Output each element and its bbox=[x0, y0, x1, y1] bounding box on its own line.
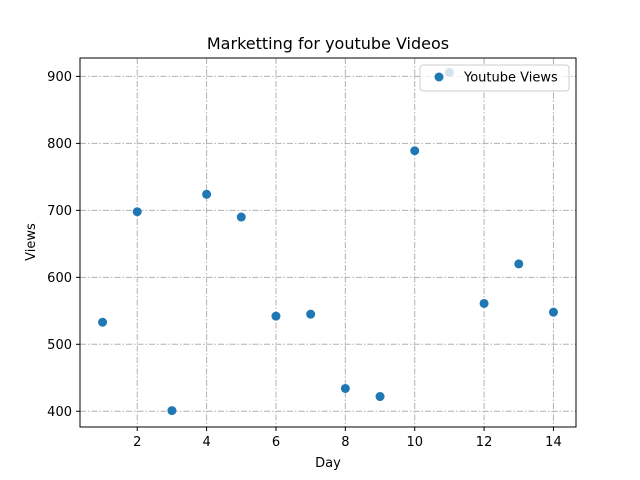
axis-ticks: 2 4 6 8 10 12 14 400 500 600 700 800 900 bbox=[47, 70, 562, 450]
data-point bbox=[548, 307, 558, 317]
y-tick-label: 800 bbox=[47, 137, 72, 152]
y-axis-label: Views bbox=[24, 223, 39, 261]
data-point bbox=[167, 406, 177, 416]
y-tick-label: 900 bbox=[47, 70, 72, 85]
x-tick-label: 14 bbox=[545, 435, 562, 450]
data-point bbox=[98, 317, 108, 327]
y-tick-label: 700 bbox=[47, 204, 72, 219]
data-point bbox=[202, 189, 212, 199]
data-point bbox=[410, 146, 420, 156]
data-point bbox=[236, 212, 246, 222]
plot-frame bbox=[79, 57, 577, 428]
data-point bbox=[132, 207, 142, 217]
x-tick-label: 2 bbox=[133, 435, 141, 450]
data-point bbox=[479, 298, 489, 308]
data-points bbox=[98, 67, 558, 416]
data-point bbox=[514, 259, 524, 269]
x-tick-label: 10 bbox=[406, 435, 423, 450]
data-point bbox=[340, 383, 350, 393]
y-tick-label: 400 bbox=[47, 405, 72, 420]
x-tick-label: 6 bbox=[272, 435, 280, 450]
legend: Youtube Views bbox=[419, 64, 570, 92]
legend-label: Youtube Views bbox=[463, 71, 558, 86]
x-tick-label: 8 bbox=[341, 435, 349, 450]
x-axis-label: Day bbox=[315, 456, 341, 471]
x-tick-label: 12 bbox=[476, 435, 493, 450]
data-point bbox=[375, 392, 385, 402]
x-tick-label: 4 bbox=[202, 435, 210, 450]
y-tick-label: 600 bbox=[47, 271, 72, 286]
grid bbox=[80, 58, 576, 427]
data-point bbox=[306, 309, 316, 319]
chart-title: Marketting for youtube Videos bbox=[207, 34, 449, 53]
y-tick-label: 500 bbox=[47, 338, 72, 353]
legend-box bbox=[419, 64, 570, 92]
data-point bbox=[271, 311, 281, 321]
legend-marker bbox=[434, 72, 444, 82]
